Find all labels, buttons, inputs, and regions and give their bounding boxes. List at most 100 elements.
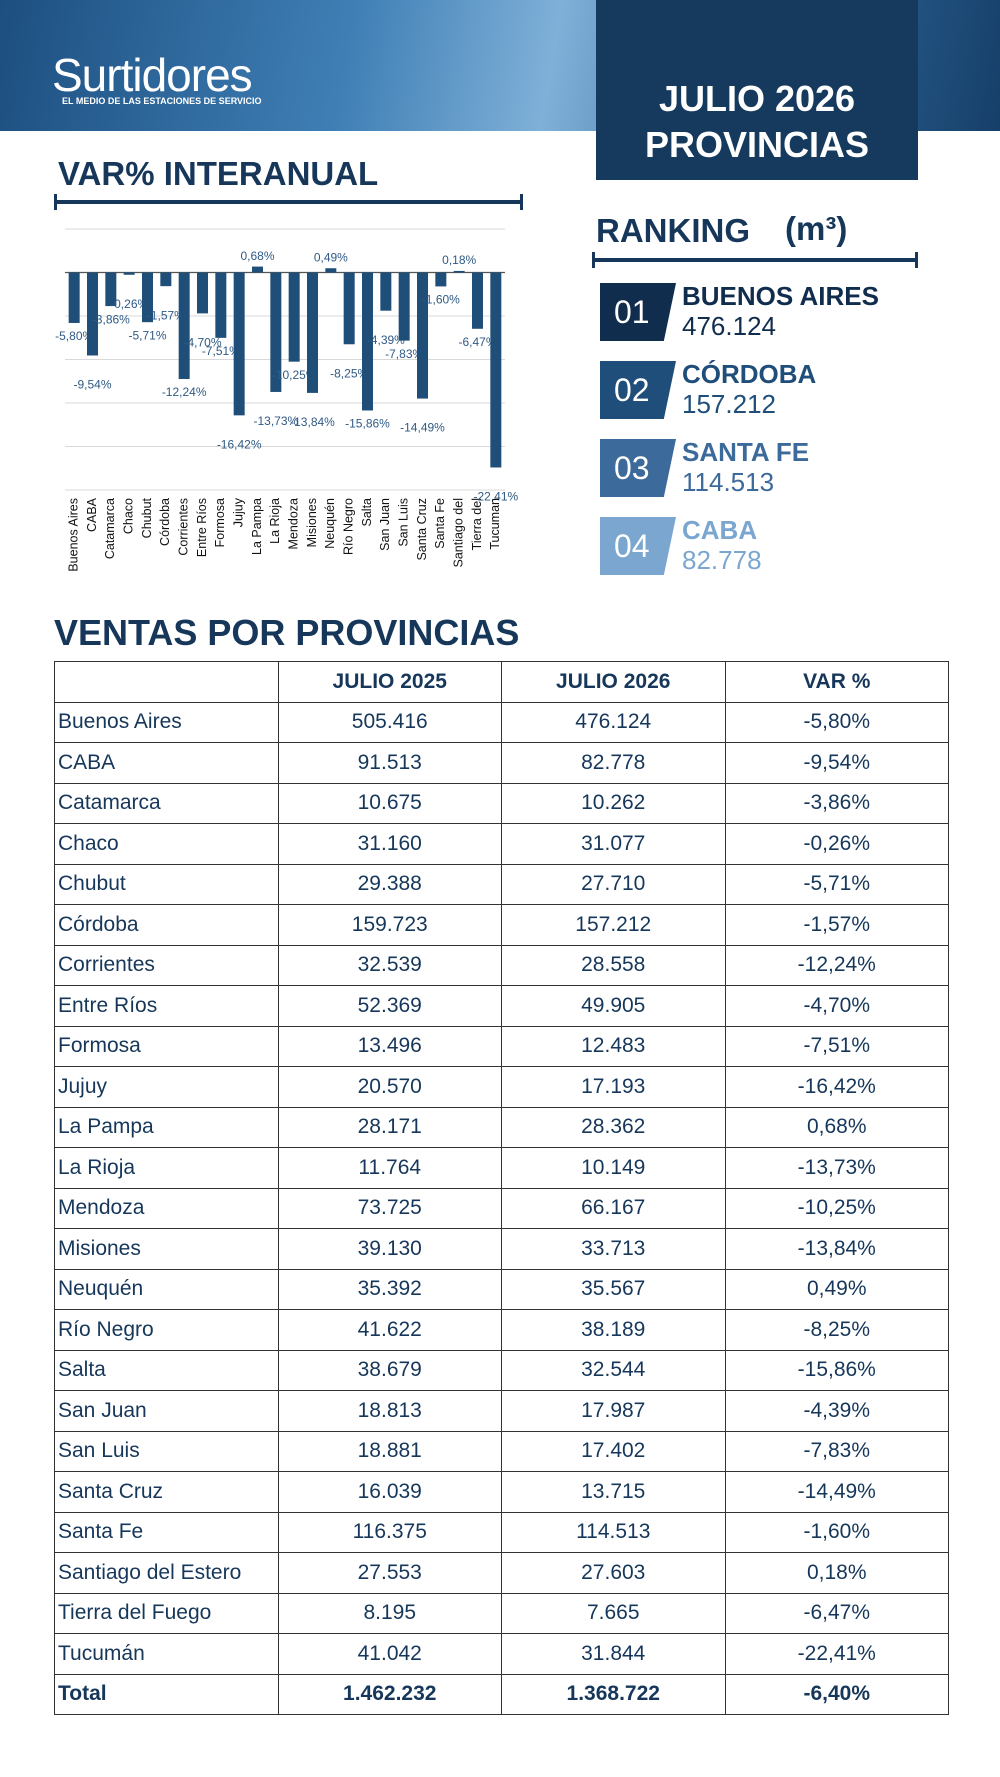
table-cell: 27.603 bbox=[501, 1552, 726, 1594]
bar bbox=[215, 272, 227, 338]
table-cell: -3,86% bbox=[724, 782, 949, 824]
table-cell: 116.375 bbox=[277, 1511, 502, 1553]
x-tick-label: Chubut bbox=[140, 497, 154, 538]
x-tick-label: Santa Fe bbox=[433, 498, 447, 549]
logo: Surtidores bbox=[52, 49, 253, 101]
total-cell: Total bbox=[54, 1673, 279, 1715]
table-cell: 17.193 bbox=[501, 1066, 726, 1108]
table-cell: 8.195 bbox=[277, 1592, 502, 1634]
table-cell: -16,42% bbox=[724, 1066, 949, 1108]
table-cell: -5,80% bbox=[724, 701, 949, 743]
bar bbox=[87, 272, 98, 356]
header-cell: JULIO 2026 bbox=[501, 661, 726, 703]
table-cell: 39.130 bbox=[277, 1228, 502, 1270]
tagline: EL MEDIO DE LAS ESTACIONES DE SERVICIO bbox=[62, 96, 262, 106]
header-cell: JULIO 2025 bbox=[277, 661, 502, 703]
bar bbox=[288, 272, 300, 362]
table-cell: 16.039 bbox=[277, 1471, 502, 1513]
table-row: Tierra del Fuego 8.195 7.665 -6,47% bbox=[54, 1592, 949, 1634]
table-row: Catamarca 10.675 10.262 -3,86% bbox=[54, 782, 949, 824]
bar bbox=[68, 272, 80, 323]
bar bbox=[105, 272, 117, 307]
x-tick-label: CABA bbox=[85, 497, 99, 532]
table-cell: 33.713 bbox=[501, 1228, 726, 1270]
table-row: Chaco 31.160 31.077 -0,26% bbox=[54, 823, 949, 865]
value-label: -4,39% bbox=[367, 333, 405, 347]
table-cell: Catamarca bbox=[54, 782, 279, 824]
table-cell: 12.483 bbox=[501, 1025, 726, 1067]
table-cell: 0,68% bbox=[724, 1106, 949, 1148]
x-tick-label: San Juan bbox=[378, 498, 392, 551]
table-cell: -14,49% bbox=[724, 1471, 949, 1513]
period: JULIO 2026 bbox=[658, 78, 856, 119]
x-tick-label: La Pampa bbox=[250, 498, 264, 555]
ranking-item: 02 CÓRDOBA 157.212 bbox=[600, 359, 930, 421]
ranking-item: 04 CABA 82.778 bbox=[600, 515, 930, 577]
chart-title: VAR% INTERANUAL bbox=[58, 155, 379, 192]
table-cell: Chubut bbox=[54, 863, 279, 905]
table-cell: 0,18% bbox=[724, 1552, 949, 1594]
bar bbox=[490, 272, 502, 468]
value-label: -13,84% bbox=[290, 415, 335, 429]
value-label: -16,42% bbox=[217, 438, 262, 452]
ranking-title: RANKING bbox=[596, 212, 750, 249]
table-cell: Santiago del Estero bbox=[54, 1552, 279, 1594]
table-cell: Formosa bbox=[54, 1025, 279, 1067]
rank-name: SANTA FE bbox=[682, 437, 810, 467]
value-label: -6,47% bbox=[458, 335, 496, 349]
bar bbox=[435, 272, 447, 287]
table-row: Misiones 39.130 33.713 -13,84% bbox=[54, 1228, 949, 1270]
table-cell: 114.513 bbox=[501, 1511, 726, 1553]
table-row: Corrientes 32.539 28.558 -12,24% bbox=[54, 944, 949, 986]
x-tick-label: Entre Ríos bbox=[195, 498, 209, 557]
table-row: La Rioja 11.764 10.149 -13,73% bbox=[54, 1147, 949, 1189]
table-cell: 27.710 bbox=[501, 863, 726, 905]
table-cell: 49.905 bbox=[501, 985, 726, 1027]
x-tick-label: Formosa bbox=[213, 498, 227, 547]
table-cell: San Luis bbox=[54, 1430, 279, 1472]
header-row: JULIO 2025 JULIO 2026 VAR % bbox=[54, 661, 949, 703]
table-cell: La Rioja bbox=[54, 1147, 279, 1189]
rank-name: CABA bbox=[682, 515, 758, 545]
x-tick-label: Misiones bbox=[305, 498, 319, 547]
table-cell: Santa Fe bbox=[54, 1511, 279, 1553]
bar bbox=[362, 272, 373, 411]
table-row: Formosa 13.496 12.483 -7,51% bbox=[54, 1025, 949, 1067]
table-title: VENTAS POR PROVINCIAS bbox=[54, 612, 520, 653]
bar bbox=[472, 272, 483, 329]
x-tick-label: Santiago del bbox=[451, 498, 465, 568]
table-cell: Neuquén bbox=[54, 1268, 279, 1310]
table-cell: 159.723 bbox=[277, 904, 502, 946]
value-label: -8,25% bbox=[330, 366, 368, 380]
table-cell: Misiones bbox=[54, 1228, 279, 1270]
table-cell: Entre Ríos bbox=[54, 985, 279, 1027]
table-cell: -15,86% bbox=[724, 1349, 949, 1391]
value-label: -5,71% bbox=[128, 328, 166, 342]
table-cell: Mendoza bbox=[54, 1187, 279, 1229]
value-label: 0,49% bbox=[314, 250, 348, 264]
table-cell: 28.171 bbox=[277, 1106, 502, 1148]
table-cell: -13,73% bbox=[724, 1147, 949, 1189]
title-rule bbox=[54, 194, 523, 210]
table-cell: Tucumán bbox=[54, 1633, 279, 1675]
table-cell: 66.167 bbox=[501, 1187, 726, 1229]
table-row: San Juan 18.813 17.987 -4,39% bbox=[54, 1390, 949, 1432]
value-label: -1,57% bbox=[147, 308, 185, 322]
rank-value: 82.778 bbox=[682, 545, 762, 575]
table-cell: 13.496 bbox=[277, 1025, 502, 1067]
table-cell: 41.042 bbox=[277, 1633, 502, 1675]
table-row: San Luis 18.881 17.402 -7,83% bbox=[54, 1430, 949, 1472]
table-cell: -1,57% bbox=[724, 904, 949, 946]
table-row: Mendoza 73.725 66.167 -10,25% bbox=[54, 1187, 949, 1229]
x-tick-label: Salta bbox=[360, 498, 374, 527]
ranking-rule bbox=[592, 252, 918, 268]
table-cell: 17.987 bbox=[501, 1390, 726, 1432]
x-tick-label: Jujuy bbox=[231, 497, 245, 527]
table-cell: 18.881 bbox=[277, 1430, 502, 1472]
chart: -5,80% Buenos Aires -9,54% CABA -3,86% Catama… bbox=[55, 228, 519, 572]
table-row: Jujuy 20.570 17.193 -16,42% bbox=[54, 1066, 949, 1108]
bar bbox=[123, 272, 135, 275]
value-label: -1,60% bbox=[422, 293, 460, 307]
x-tick-label: La Rioja bbox=[268, 498, 282, 544]
